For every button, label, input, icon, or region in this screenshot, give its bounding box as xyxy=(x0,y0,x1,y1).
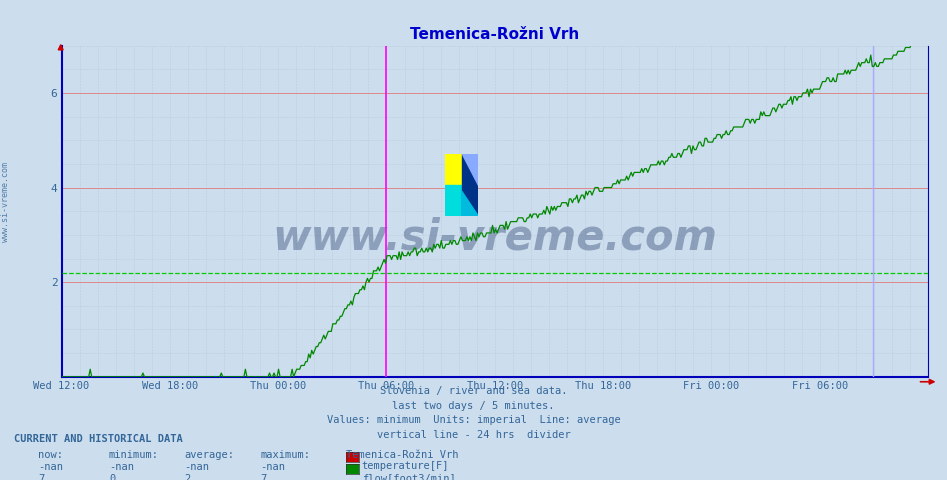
Text: Temenica-Rožni Vrh: Temenica-Rožni Vrh xyxy=(346,450,458,460)
Text: -nan: -nan xyxy=(185,462,209,472)
Text: minimum:: minimum: xyxy=(109,450,159,460)
Text: -nan: -nan xyxy=(109,462,134,472)
Text: CURRENT AND HISTORICAL DATA: CURRENT AND HISTORICAL DATA xyxy=(14,434,183,444)
Text: 0: 0 xyxy=(109,474,116,480)
Text: average:: average: xyxy=(185,450,235,460)
Bar xyxy=(445,185,462,216)
Text: flow[foot3/min]: flow[foot3/min] xyxy=(362,473,456,480)
Text: temperature[F]: temperature[F] xyxy=(362,461,449,471)
Text: Slovenia / river and sea data.: Slovenia / river and sea data. xyxy=(380,386,567,396)
Text: -nan: -nan xyxy=(260,462,285,472)
Text: 7: 7 xyxy=(38,474,45,480)
Text: maximum:: maximum: xyxy=(260,450,311,460)
Text: 2: 2 xyxy=(185,474,191,480)
Text: www.si-vreme.com: www.si-vreme.com xyxy=(1,162,10,241)
Text: 7: 7 xyxy=(260,474,267,480)
Polygon shape xyxy=(462,154,478,185)
Text: www.si-vreme.com: www.si-vreme.com xyxy=(273,216,717,259)
Title: Temenica-Rožni Vrh: Temenica-Rožni Vrh xyxy=(410,27,580,42)
Text: last two days / 5 minutes.: last two days / 5 minutes. xyxy=(392,401,555,411)
Bar xyxy=(445,154,462,185)
Text: vertical line - 24 hrs  divider: vertical line - 24 hrs divider xyxy=(377,430,570,440)
Text: -nan: -nan xyxy=(38,462,63,472)
Text: Values: minimum  Units: imperial  Line: average: Values: minimum Units: imperial Line: av… xyxy=(327,415,620,425)
Text: now:: now: xyxy=(38,450,63,460)
Polygon shape xyxy=(462,191,478,216)
Bar xyxy=(462,154,478,216)
